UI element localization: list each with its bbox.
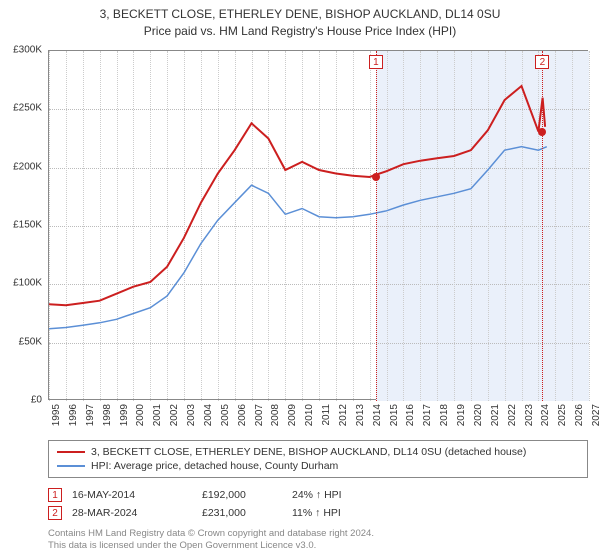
chart-area: 12 £0£50K£100K£150K£200K£250K£300K 19951… <box>48 50 588 400</box>
x-tick-label: 2018 <box>439 404 450 426</box>
x-tick-label: 2021 <box>490 404 501 426</box>
transaction-date: 16-MAY-2014 <box>72 489 192 501</box>
x-tick-label: 2008 <box>270 404 281 426</box>
x-tick-label: 2004 <box>203 404 214 426</box>
transaction-date: 28-MAR-2024 <box>72 507 192 519</box>
legend-label-hpi: HPI: Average price, detached house, Coun… <box>91 460 338 472</box>
transaction-price: £231,000 <box>202 507 282 519</box>
x-tick-label: 2010 <box>304 404 315 426</box>
x-tick-label: 2001 <box>152 404 163 426</box>
transactions-table: 1 16-MAY-2014 £192,000 24% ↑ HPI 2 28-MA… <box>48 486 588 522</box>
chart-marker-box: 2 <box>535 55 549 69</box>
transaction-marker-icon: 1 <box>48 488 62 502</box>
title-address: 3, BECKETT CLOSE, ETHERLEY DENE, BISHOP … <box>0 6 600 23</box>
x-tick-label: 1998 <box>102 404 113 426</box>
x-tick-label: 2006 <box>237 404 248 426</box>
y-tick-label: £200K <box>13 161 42 172</box>
legend-row-hpi: HPI: Average price, detached house, Coun… <box>57 459 579 473</box>
y-tick-label: £150K <box>13 220 42 231</box>
attribution-line: Contains HM Land Registry data © Crown c… <box>48 528 588 540</box>
attribution-line: This data is licensed under the Open Gov… <box>48 540 588 552</box>
x-tick-label: 2007 <box>254 404 265 426</box>
y-tick-label: £50K <box>19 336 42 347</box>
x-tick-label: 2024 <box>540 404 551 426</box>
x-tick-label: 2026 <box>574 404 585 426</box>
x-tick-label: 1996 <box>68 404 79 426</box>
x-tick-label: 2023 <box>524 404 535 426</box>
attribution: Contains HM Land Registry data © Crown c… <box>48 528 588 553</box>
transaction-pct: 11% ↑ HPI <box>292 507 402 519</box>
x-tick-label: 2011 <box>321 404 332 426</box>
legend: 3, BECKETT CLOSE, ETHERLEY DENE, BISHOP … <box>48 440 588 478</box>
legend-swatch-hpi <box>57 465 85 467</box>
y-tick-label: £300K <box>13 45 42 56</box>
series-lines <box>49 51 589 401</box>
x-tick-label: 2015 <box>389 404 400 426</box>
transaction-pct: 24% ↑ HPI <box>292 489 402 501</box>
transaction-marker-icon: 2 <box>48 506 62 520</box>
x-tick-label: 2013 <box>355 404 366 426</box>
chart-marker-dot <box>372 173 380 181</box>
x-tick-label: 2022 <box>507 404 518 426</box>
x-tick-label: 2002 <box>169 404 180 426</box>
x-tick-label: 2019 <box>456 404 467 426</box>
x-tick-label: 1995 <box>51 404 62 426</box>
y-tick-label: £100K <box>13 278 42 289</box>
chart-container: 3, BECKETT CLOSE, ETHERLEY DENE, BISHOP … <box>0 0 600 560</box>
x-tick-label: 1999 <box>119 404 130 426</box>
x-tick-label: 2009 <box>287 404 298 426</box>
chart-marker-box: 1 <box>369 55 383 69</box>
x-tick-label: 2027 <box>591 404 600 426</box>
title-subtitle: Price paid vs. HM Land Registry's House … <box>0 23 600 40</box>
x-tick-label: 2017 <box>422 404 433 426</box>
x-tick-label: 1997 <box>85 404 96 426</box>
x-tick-label: 2000 <box>135 404 146 426</box>
x-tick-label: 2025 <box>557 404 568 426</box>
y-tick-label: £250K <box>13 103 42 114</box>
x-tick-label: 2014 <box>372 404 383 426</box>
legend-swatch-property <box>57 451 85 453</box>
x-tick-label: 2020 <box>473 404 484 426</box>
x-tick-label: 2005 <box>220 404 231 426</box>
x-tick-label: 2012 <box>338 404 349 426</box>
chart-marker-dot <box>538 128 546 136</box>
transaction-row: 2 28-MAR-2024 £231,000 11% ↑ HPI <box>48 504 588 522</box>
transaction-price: £192,000 <box>202 489 282 501</box>
legend-row-property: 3, BECKETT CLOSE, ETHERLEY DENE, BISHOP … <box>57 445 579 459</box>
title-block: 3, BECKETT CLOSE, ETHERLEY DENE, BISHOP … <box>0 0 600 42</box>
x-tick-label: 2003 <box>186 404 197 426</box>
transaction-row: 1 16-MAY-2014 £192,000 24% ↑ HPI <box>48 486 588 504</box>
legend-label-property: 3, BECKETT CLOSE, ETHERLEY DENE, BISHOP … <box>91 446 526 458</box>
y-tick-label: £0 <box>31 395 42 406</box>
plot-region: 12 <box>48 50 588 400</box>
x-tick-label: 2016 <box>405 404 416 426</box>
